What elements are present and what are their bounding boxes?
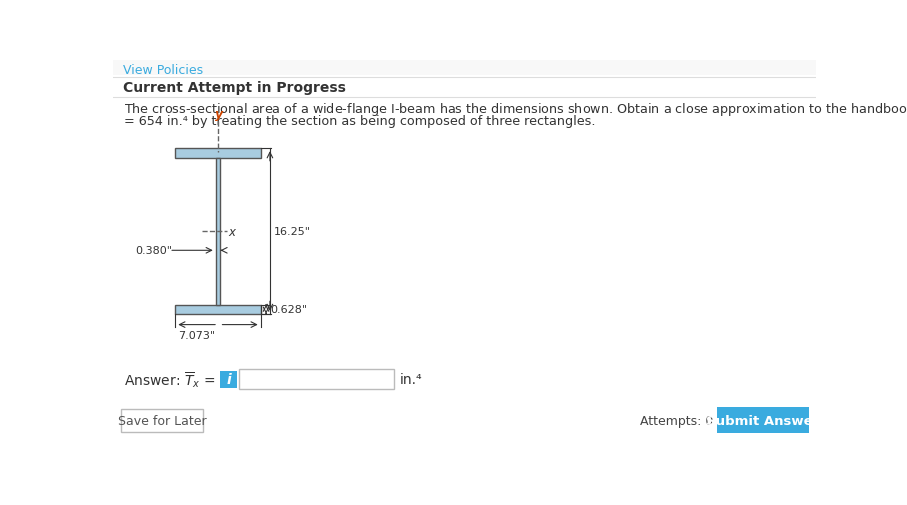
Bar [175, 305, 260, 314]
Bar [122, 409, 202, 432]
Text: 16.25": 16.25" [274, 227, 311, 236]
Text: Answer: $\overline{T}_x$ =: Answer: $\overline{T}_x$ = [124, 370, 216, 389]
FancyBboxPatch shape [717, 407, 808, 433]
Bar [175, 149, 260, 158]
Text: Attempts: 0 of 1 used: Attempts: 0 of 1 used [640, 414, 775, 427]
Text: Save for Later: Save for Later [118, 414, 206, 427]
Text: in.⁴: in.⁴ [400, 373, 423, 386]
Text: 0.380": 0.380" [135, 246, 172, 256]
FancyBboxPatch shape [220, 371, 238, 388]
Text: y: y [216, 108, 224, 121]
Bar [239, 370, 394, 389]
Text: Current Attempt in Progress: Current Attempt in Progress [122, 81, 346, 95]
Text: The cross-sectional area of a wide-flange I-beam has the dimensions shown. Obtai: The cross-sectional area of a wide-flang… [124, 99, 907, 119]
Text: i: i [227, 373, 231, 386]
Text: 0.628": 0.628" [270, 305, 307, 315]
Text: = 654 in.⁴ by treating the section as being composed of three rectangles.: = 654 in.⁴ by treating the section as be… [124, 115, 596, 128]
Bar [216, 158, 220, 305]
Text: 7.073": 7.073" [179, 330, 216, 340]
Text: Submit Answer: Submit Answer [707, 414, 819, 427]
Text: View Policies: View Policies [122, 64, 203, 77]
Text: x: x [228, 226, 235, 239]
Bar [113, 61, 816, 76]
